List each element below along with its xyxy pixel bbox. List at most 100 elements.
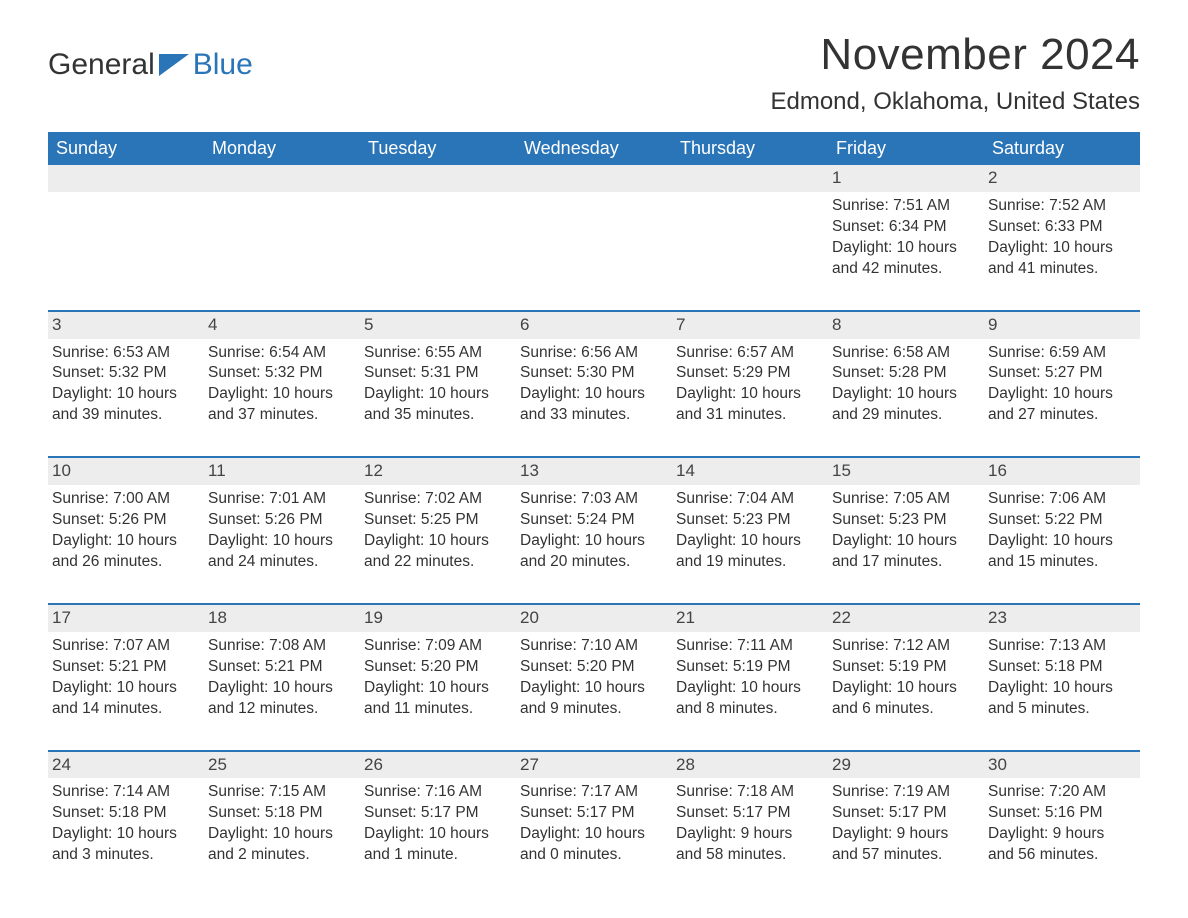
day-of-week-header: Sunday Monday Tuesday Wednesday Thursday…	[48, 132, 1140, 165]
day-details: Sunrise: 7:09 AMSunset: 5:20 PMDaylight:…	[364, 636, 510, 720]
day-number: 27	[516, 752, 672, 779]
daylight-text: Daylight: 10 hours and 33 minutes.	[520, 384, 666, 426]
day-number: 6	[516, 312, 672, 339]
day-number: 9	[984, 312, 1140, 339]
day-number: 18	[204, 605, 360, 632]
logo-text-blue: Blue	[193, 48, 253, 82]
dow-sunday: Sunday	[48, 132, 204, 165]
sunrise-text: Sunrise: 7:08 AM	[208, 636, 354, 657]
day-number	[48, 165, 204, 192]
sunset-text: Sunset: 6:33 PM	[988, 217, 1134, 238]
daylight-text: Daylight: 10 hours and 31 minutes.	[676, 384, 822, 426]
day-details: Sunrise: 7:15 AMSunset: 5:18 PMDaylight:…	[208, 782, 354, 866]
daylight-text: Daylight: 10 hours and 39 minutes.	[52, 384, 198, 426]
day-cell: 27 Sunrise: 7:17 AMSunset: 5:17 PMDayligh…	[516, 752, 672, 883]
sunset-text: Sunset: 5:17 PM	[676, 803, 822, 824]
day-cell: 25 Sunrise: 7:15 AMSunset: 5:18 PMDayligh…	[204, 752, 360, 883]
day-number: 29	[828, 752, 984, 779]
sunrise-text: Sunrise: 7:18 AM	[676, 782, 822, 803]
day-cell: 19Sunrise: 7:09 AMSunset: 5:20 PMDayligh…	[360, 605, 516, 736]
sunset-text: Sunset: 5:18 PM	[52, 803, 198, 824]
calendar: Sunday Monday Tuesday Wednesday Thursday…	[48, 132, 1140, 882]
day-details: Sunrise: 7:06 AMSunset: 5:22 PMDaylight:…	[988, 489, 1134, 573]
day-cell: 21Sunrise: 7:11 AMSunset: 5:19 PMDayligh…	[672, 605, 828, 736]
day-number: 30	[984, 752, 1140, 779]
day-cell: 17Sunrise: 7:07 AMSunset: 5:21 PMDayligh…	[48, 605, 204, 736]
day-cell: 30 Sunrise: 7:20 AMSunset: 5:16 PMDayligh…	[984, 752, 1140, 883]
day-number	[516, 165, 672, 192]
day-details: Sunrise: 6:55 AMSunset: 5:31 PMDaylight:…	[364, 343, 510, 427]
daylight-text: Daylight: 10 hours and 29 minutes.	[832, 384, 978, 426]
sunset-text: Sunset: 5:24 PM	[520, 510, 666, 531]
day-cell: 4Sunrise: 6:54 AMSunset: 5:32 PMDaylight…	[204, 312, 360, 443]
day-details: Sunrise: 7:20 AMSunset: 5:16 PMDaylight:…	[988, 782, 1134, 866]
day-cell: 11Sunrise: 7:01 AMSunset: 5:26 PMDayligh…	[204, 458, 360, 589]
dow-thursday: Thursday	[672, 132, 828, 165]
day-cell: 2 Sunrise: 7:52 AMSunset: 6:33 PMDaylight…	[984, 165, 1140, 296]
sunset-text: Sunset: 5:21 PM	[52, 657, 198, 678]
day-cell: 1Sunrise: 7:51 AMSunset: 6:34 PMDaylight…	[828, 165, 984, 296]
logo-text-general: General	[48, 48, 155, 82]
day-number: 26	[360, 752, 516, 779]
day-cell: 14Sunrise: 7:04 AMSunset: 5:23 PMDayligh…	[672, 458, 828, 589]
day-number	[204, 165, 360, 192]
sunrise-text: Sunrise: 7:11 AM	[676, 636, 822, 657]
day-cell: 8Sunrise: 6:58 AMSunset: 5:28 PMDaylight…	[828, 312, 984, 443]
day-number: 5	[360, 312, 516, 339]
day-cell-empty	[48, 165, 204, 296]
sunrise-text: Sunrise: 7:20 AM	[988, 782, 1134, 803]
day-number: 4	[204, 312, 360, 339]
header: General Blue November 2024 Edmond, Oklah…	[48, 30, 1140, 126]
day-number: 28	[672, 752, 828, 779]
sunrise-text: Sunrise: 7:13 AM	[988, 636, 1134, 657]
day-cell: 18Sunrise: 7:08 AMSunset: 5:21 PMDayligh…	[204, 605, 360, 736]
day-number: 8	[828, 312, 984, 339]
day-cell: 5 Sunrise: 6:55 AMSunset: 5:31 PMDaylight…	[360, 312, 516, 443]
sunrise-text: Sunrise: 7:07 AM	[52, 636, 198, 657]
day-number: 12	[360, 458, 516, 485]
daylight-text: Daylight: 10 hours and 19 minutes.	[676, 531, 822, 573]
day-details: Sunrise: 7:05 AMSunset: 5:23 PMDaylight:…	[832, 489, 978, 573]
sunset-text: Sunset: 5:32 PM	[52, 363, 198, 384]
daylight-text: Daylight: 10 hours and 6 minutes.	[832, 678, 978, 720]
day-cell-empty	[516, 165, 672, 296]
sunset-text: Sunset: 5:20 PM	[520, 657, 666, 678]
day-details: Sunrise: 7:52 AMSunset: 6:33 PMDaylight:…	[988, 196, 1134, 280]
day-number: 25	[204, 752, 360, 779]
day-number: 2	[984, 165, 1140, 192]
day-cell: 26Sunrise: 7:16 AMSunset: 5:17 PMDayligh…	[360, 752, 516, 883]
day-number	[672, 165, 828, 192]
day-cell: 6 Sunrise: 6:56 AMSunset: 5:30 PMDaylight…	[516, 312, 672, 443]
sunrise-text: Sunrise: 7:10 AM	[520, 636, 666, 657]
sunset-text: Sunset: 5:18 PM	[208, 803, 354, 824]
day-details: Sunrise: 7:02 AMSunset: 5:25 PMDaylight:…	[364, 489, 510, 573]
week-row: 17Sunrise: 7:07 AMSunset: 5:21 PMDayligh…	[48, 603, 1140, 736]
daylight-text: Daylight: 10 hours and 9 minutes.	[520, 678, 666, 720]
day-details: Sunrise: 7:11 AMSunset: 5:19 PMDaylight:…	[676, 636, 822, 720]
day-details: Sunrise: 6:56 AMSunset: 5:30 PMDaylight:…	[520, 343, 666, 427]
day-details: Sunrise: 7:51 AMSunset: 6:34 PMDaylight:…	[832, 196, 978, 280]
sunrise-text: Sunrise: 6:53 AM	[52, 343, 198, 364]
day-details: Sunrise: 7:17 AMSunset: 5:17 PMDaylight:…	[520, 782, 666, 866]
sunset-text: Sunset: 5:23 PM	[832, 510, 978, 531]
logo-flag-icon	[159, 54, 189, 76]
sunset-text: Sunset: 5:28 PM	[832, 363, 978, 384]
day-details: Sunrise: 6:57 AMSunset: 5:29 PMDaylight:…	[676, 343, 822, 427]
sunset-text: Sunset: 5:22 PM	[988, 510, 1134, 531]
sunrise-text: Sunrise: 7:17 AM	[520, 782, 666, 803]
day-cell: 10Sunrise: 7:00 AMSunset: 5:26 PMDayligh…	[48, 458, 204, 589]
sunrise-text: Sunrise: 7:52 AM	[988, 196, 1134, 217]
daylight-text: Daylight: 10 hours and 3 minutes.	[52, 824, 198, 866]
sunset-text: Sunset: 5:29 PM	[676, 363, 822, 384]
daylight-text: Daylight: 10 hours and 15 minutes.	[988, 531, 1134, 573]
sunrise-text: Sunrise: 7:16 AM	[364, 782, 510, 803]
month-title: November 2024	[770, 30, 1140, 80]
day-details: Sunrise: 6:59 AMSunset: 5:27 PMDaylight:…	[988, 343, 1134, 427]
day-cell: 23Sunrise: 7:13 AMSunset: 5:18 PMDayligh…	[984, 605, 1140, 736]
day-cell: 13Sunrise: 7:03 AMSunset: 5:24 PMDayligh…	[516, 458, 672, 589]
day-cell: 7Sunrise: 6:57 AMSunset: 5:29 PMDaylight…	[672, 312, 828, 443]
sunset-text: Sunset: 5:26 PM	[208, 510, 354, 531]
sunset-text: Sunset: 5:18 PM	[988, 657, 1134, 678]
day-cell: 24Sunrise: 7:14 AMSunset: 5:18 PMDayligh…	[48, 752, 204, 883]
day-cell: 28Sunrise: 7:18 AMSunset: 5:17 PMDayligh…	[672, 752, 828, 883]
